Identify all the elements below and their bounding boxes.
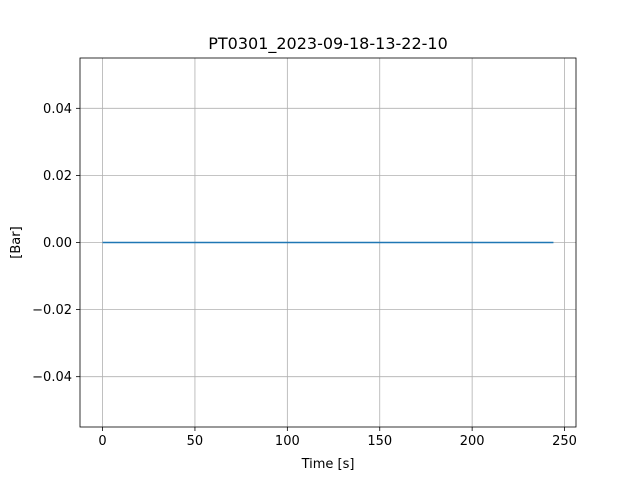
x-tick-label: 150 [367,434,392,449]
x-tick-label: 0 [98,434,106,449]
y-tick-label: −0.04 [32,370,72,385]
ticks: 0 50 100 150 200 250 −0.04 −0.02 0.00 0.02 0.04 [32,102,577,449]
y-axis-label: [Bar] [9,226,24,258]
chart-title: PT0301_2023-09-18-13-22-10 [208,34,448,54]
x-axis-label: Time [s] [301,457,355,472]
x-tick-label: 250 [552,434,577,449]
y-tick-label: −0.02 [32,303,72,318]
y-tick-label: 0.02 [43,169,72,184]
y-tick-label: 0.04 [43,102,72,117]
x-tick-label: 50 [187,434,204,449]
y-tick-label: 0.00 [43,236,72,251]
x-tick-label: 100 [275,434,300,449]
x-tick-label: 200 [460,434,485,449]
